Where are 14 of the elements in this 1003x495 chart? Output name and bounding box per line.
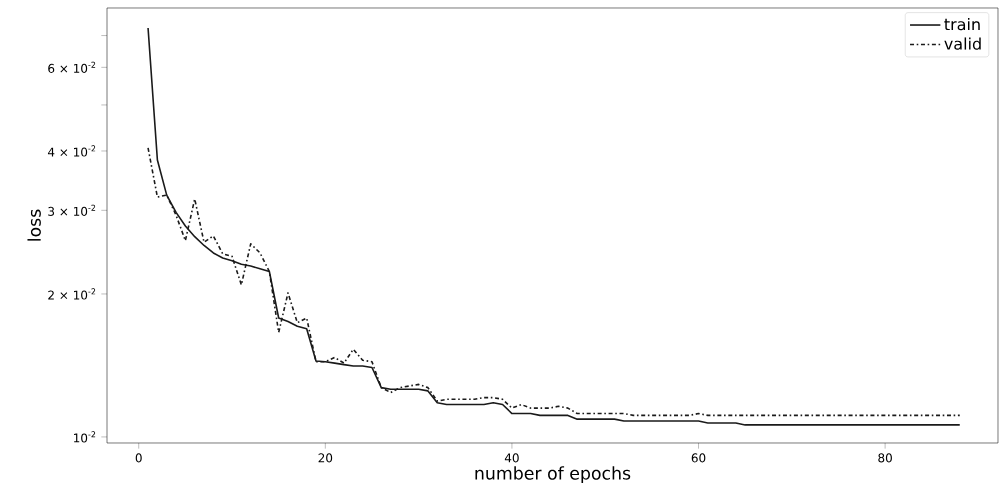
y-tick-label: 2 × 10$^{-2}$ (48, 288, 96, 300)
x-tick-label: 60 (691, 453, 706, 463)
legend-label: train (944, 17, 980, 31)
x-tick-label: 0 (135, 453, 142, 463)
y-axis-title: loss (27, 209, 41, 241)
x-tick-label: 40 (504, 453, 519, 463)
x-tick-label: 20 (318, 453, 333, 463)
y-tick-label: 10$^{-2}$ (74, 431, 96, 443)
x-axis-title: number of epochs (475, 466, 631, 484)
y-tick-label: 4 × 10$^{-2}$ (47, 145, 96, 157)
x-tick-label: 80 (878, 453, 892, 463)
y-tick-label: 3 × 10$^{-2}$ (48, 204, 96, 216)
y-tick-label: 6 × 10$^{-2}$ (48, 61, 96, 73)
legend-label: valid (944, 37, 981, 50)
